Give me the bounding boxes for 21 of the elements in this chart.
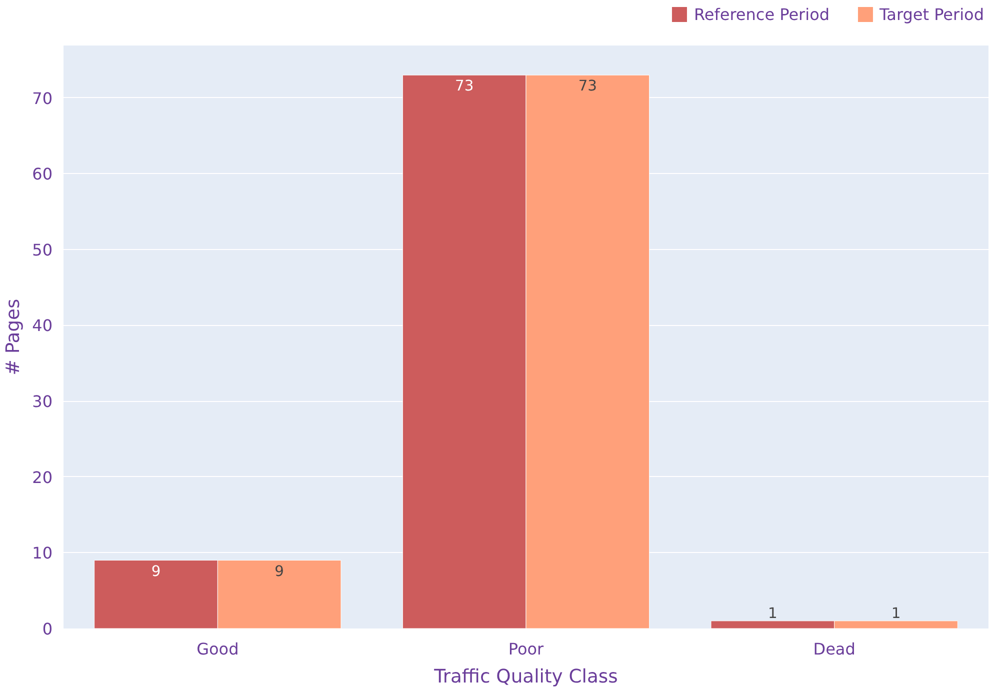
data-label: 73	[455, 78, 474, 95]
legend-label: Target Period	[880, 4, 984, 24]
y-tick-label: 30	[32, 392, 52, 412]
y-tick-label: 20	[32, 468, 52, 487]
data-label: 73	[578, 78, 597, 95]
y-tick-label: 0	[42, 620, 53, 638]
x-tick-label: Dead	[813, 640, 856, 658]
x-tick-label: Good	[196, 640, 239, 658]
x-tick-label: Poor	[508, 640, 544, 658]
data-label: 1	[768, 605, 778, 622]
legend-label: Reference Period	[694, 4, 830, 24]
y-tick-label: 40	[32, 316, 52, 336]
data-label: 1	[891, 605, 901, 622]
y-axis-title: # Pages	[3, 298, 24, 376]
data-label: 9	[151, 562, 161, 580]
y-tick-label: 10	[32, 544, 52, 563]
y-tick-label: 70	[32, 88, 52, 108]
y-tick-label: 60	[32, 164, 52, 184]
x-axis-title: Traffic Quality Class	[433, 666, 618, 688]
y-tick-label: 50	[32, 240, 52, 260]
data-label: 9	[274, 562, 284, 580]
